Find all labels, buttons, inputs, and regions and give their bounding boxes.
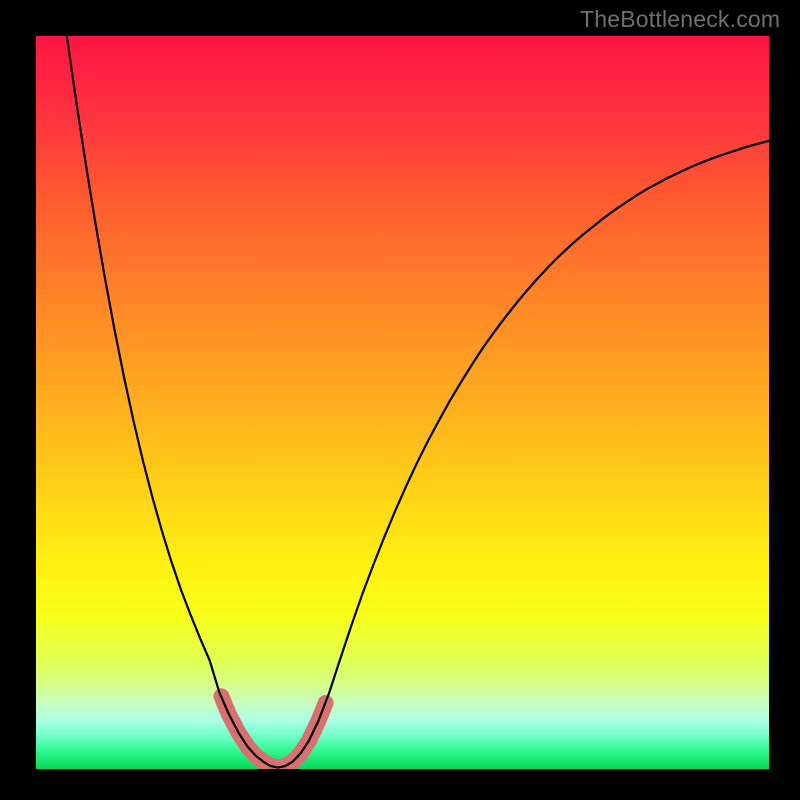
plot-area (36, 36, 769, 769)
plot-background (36, 36, 769, 769)
plot-svg (36, 36, 769, 769)
watermark-text: TheBottleneck.com (580, 6, 780, 33)
